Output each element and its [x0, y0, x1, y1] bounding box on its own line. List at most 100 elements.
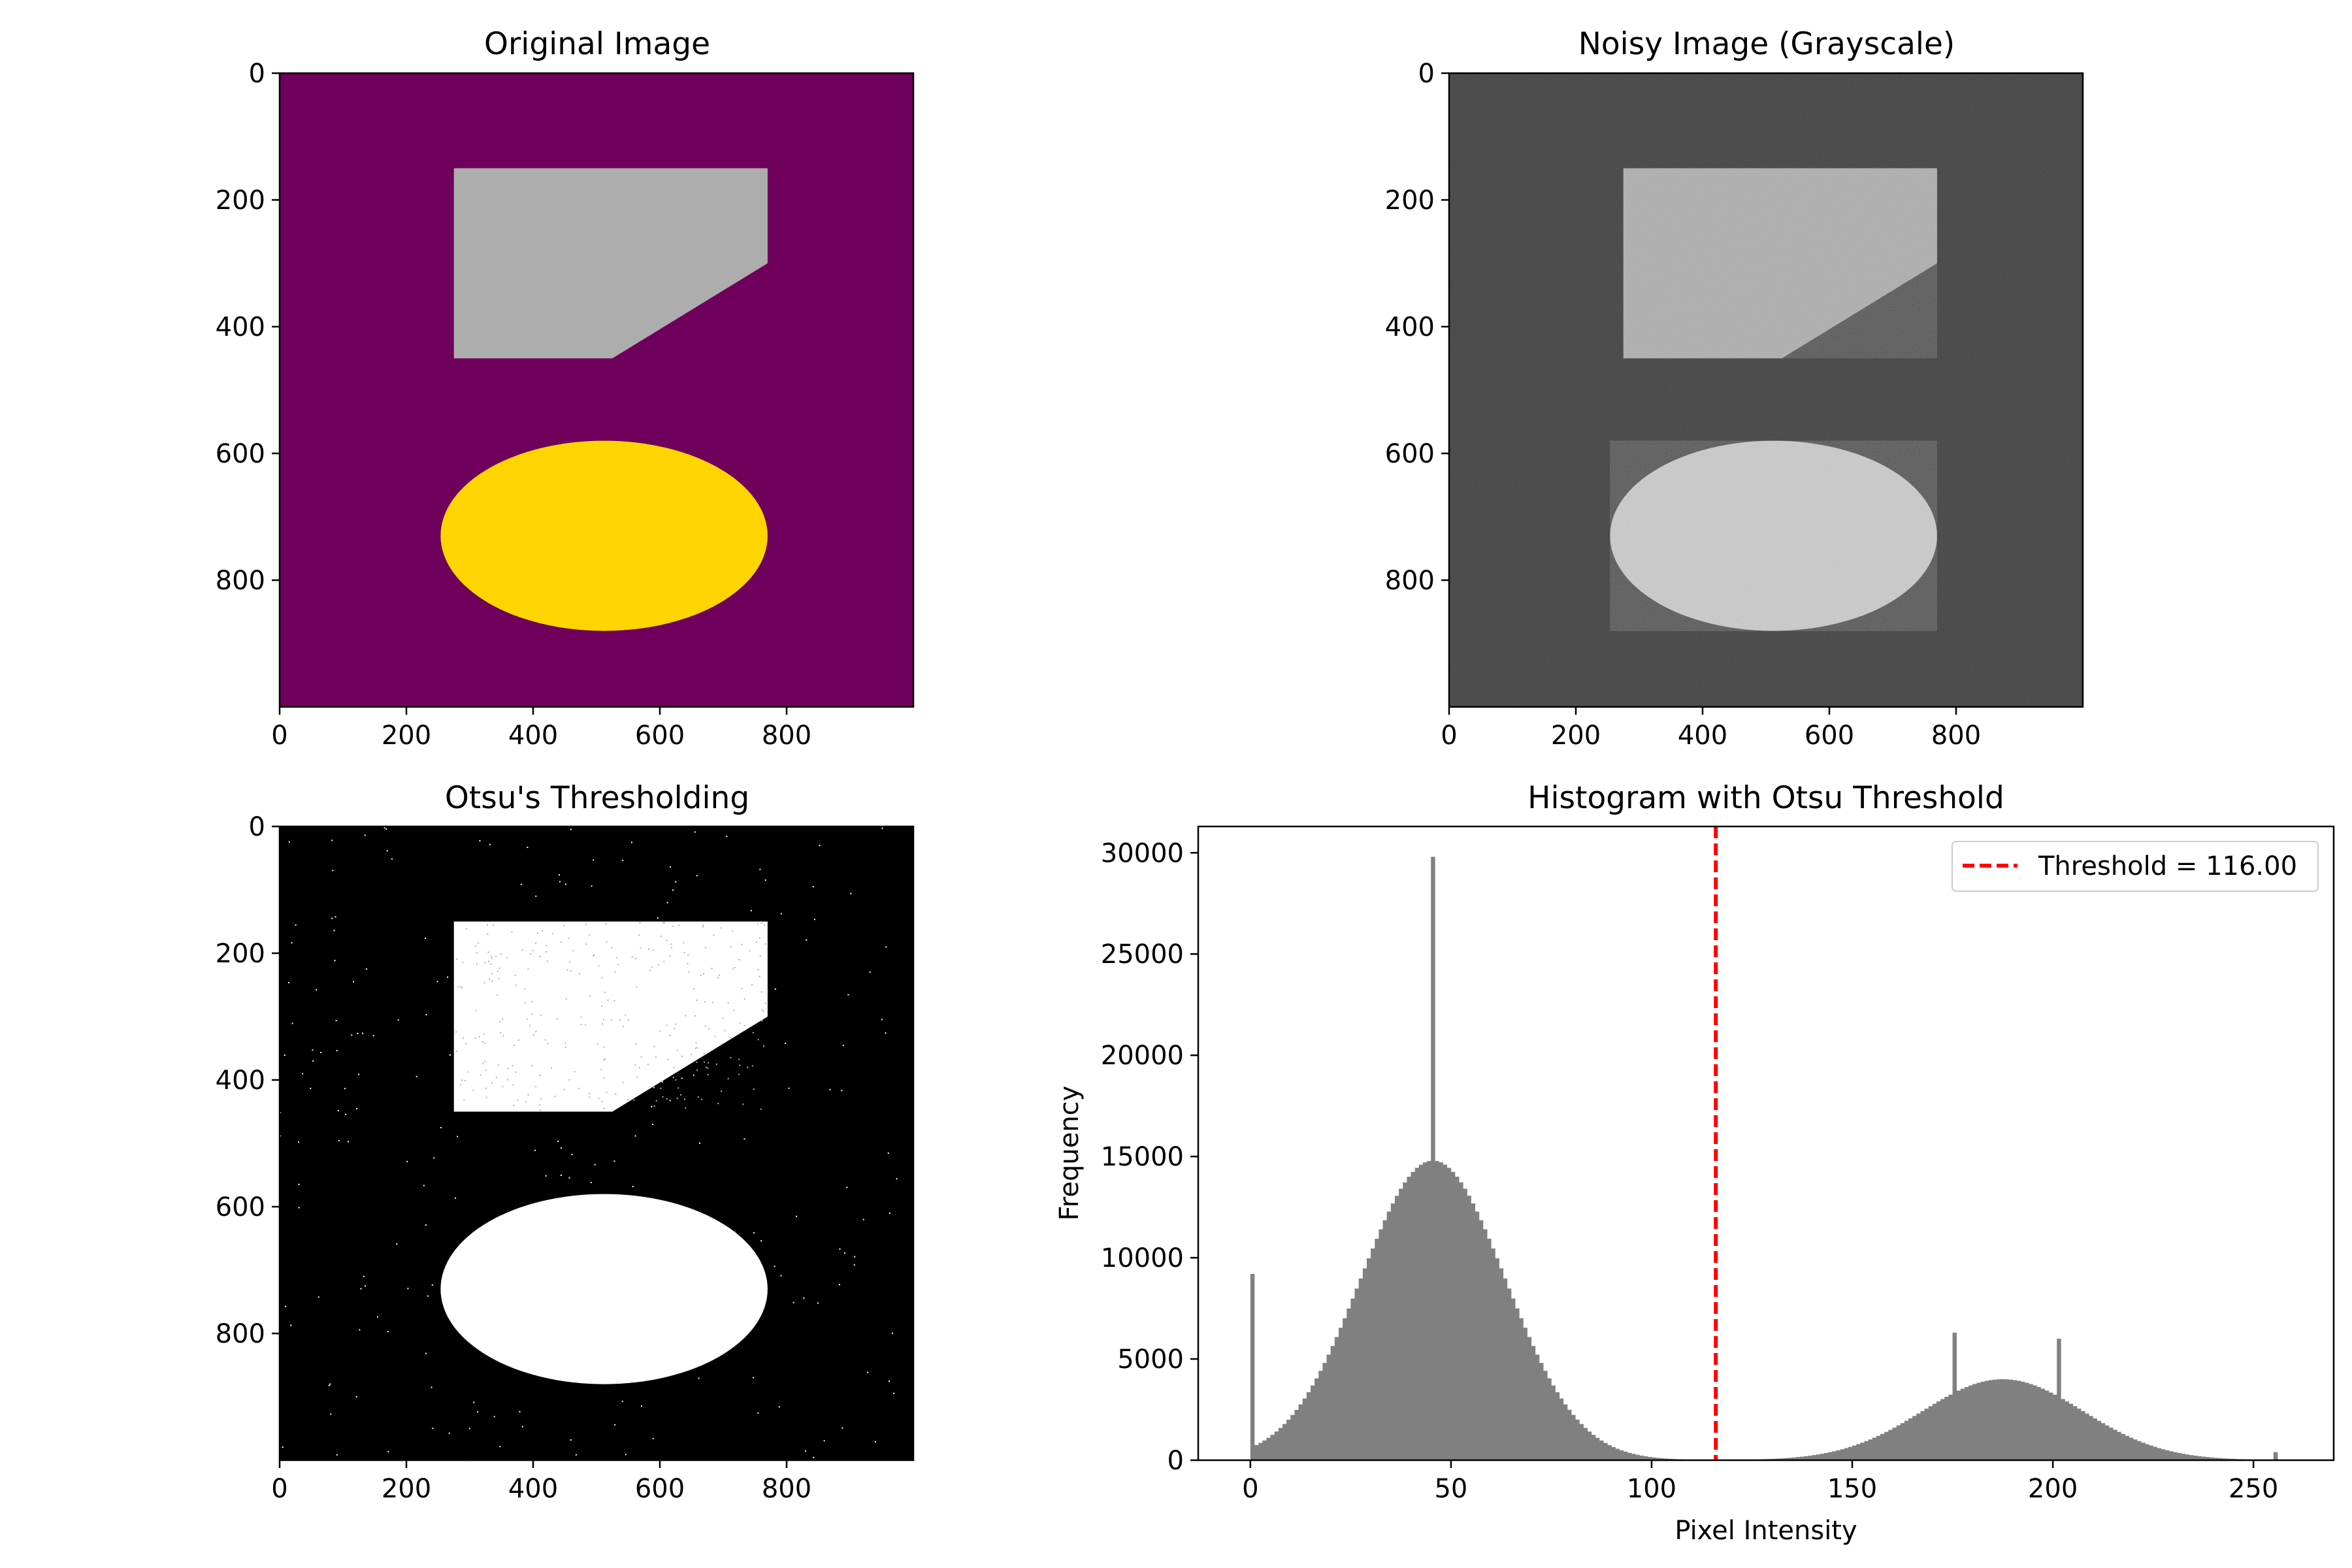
- histogram-bar: [1780, 1458, 1784, 1460]
- histogram-bar: [1483, 1229, 1488, 1460]
- speckle: [499, 1446, 501, 1448]
- speckle: [487, 960, 489, 962]
- speckle: [525, 1002, 527, 1004]
- histogram-bar: [1559, 1398, 1564, 1460]
- speckle: [638, 934, 640, 936]
- speckle: [590, 1181, 592, 1183]
- speckle: [649, 1315, 651, 1316]
- image-frame: [278, 72, 915, 708]
- histogram-bar: [1575, 1419, 1580, 1460]
- speckle: [706, 1013, 708, 1015]
- speckle: [499, 1021, 501, 1022]
- speckle: [500, 953, 502, 955]
- speckle: [523, 988, 525, 990]
- histogram-bar: [1414, 1168, 1420, 1460]
- y-tick-label: 0: [1168, 1446, 1184, 1476]
- speckle: [885, 1032, 887, 1034]
- speckle: [669, 1100, 671, 1102]
- histogram-bar: [1358, 1278, 1364, 1460]
- speckle: [347, 1141, 349, 1143]
- x-tick-label: 800: [762, 721, 811, 751]
- speckle: [578, 1087, 580, 1089]
- speckle: [867, 1371, 869, 1373]
- speckle: [702, 926, 704, 928]
- speckle: [344, 1088, 346, 1090]
- speckle: [467, 1071, 469, 1073]
- speckle: [694, 1015, 696, 1017]
- histogram-bar: [1591, 1435, 1596, 1460]
- speckle: [559, 881, 561, 883]
- speckle: [842, 1045, 844, 1047]
- speckle: [483, 982, 485, 984]
- speckle: [585, 923, 587, 925]
- histogram-bar: [1270, 1435, 1275, 1460]
- speckle: [512, 1084, 514, 1086]
- histogram-bar: [1531, 1346, 1536, 1460]
- speckle: [565, 1047, 567, 1049]
- speckle: [838, 1284, 840, 1286]
- speckle: [483, 927, 485, 929]
- speckle: [385, 828, 387, 830]
- speckle: [535, 1085, 537, 1087]
- speckle: [727, 1266, 728, 1267]
- speckle: [764, 943, 766, 945]
- speckle: [657, 964, 659, 966]
- speckle: [540, 1109, 542, 1111]
- speckle: [386, 850, 388, 852]
- histogram-bar: [2273, 1452, 2278, 1460]
- histogram-bar: [1595, 1437, 1600, 1460]
- speckle: [574, 985, 576, 987]
- speckle: [619, 1019, 621, 1021]
- speckle: [685, 1015, 687, 1017]
- histogram-bar: [1820, 1454, 1825, 1460]
- speckle: [359, 1329, 361, 1331]
- speckle: [353, 981, 355, 983]
- histogram-bar: [1258, 1443, 1263, 1460]
- speckle: [640, 947, 642, 949]
- speckle: [762, 1010, 764, 1012]
- histogram-bar: [1872, 1437, 1877, 1460]
- histogram-bar: [1997, 1379, 2001, 1460]
- speckle: [759, 975, 760, 977]
- speckle: [653, 1046, 655, 1048]
- ellipse-shape: [440, 440, 768, 631]
- speckle: [753, 1232, 755, 1234]
- histogram-bar: [1427, 1161, 1431, 1460]
- speckle: [703, 1061, 705, 1063]
- speckle: [653, 1086, 655, 1088]
- speckle: [896, 1178, 898, 1180]
- speckle: [472, 1089, 474, 1091]
- speckle: [687, 954, 689, 956]
- speckle: [622, 1026, 624, 1028]
- speckle: [568, 1177, 570, 1179]
- speckle: [563, 924, 564, 926]
- y-tick-label: 0: [1418, 59, 1435, 89]
- histogram-bar: [2117, 1431, 2121, 1460]
- speckle: [704, 1001, 706, 1003]
- speckle: [514, 1071, 516, 1073]
- speckle: [617, 964, 619, 966]
- speckle: [631, 956, 633, 958]
- speckle: [360, 1288, 362, 1290]
- histogram-bar: [1515, 1308, 1520, 1460]
- histogram-bar: [1567, 1409, 1572, 1460]
- speckle: [588, 1096, 590, 1098]
- speckle: [600, 1069, 602, 1071]
- histogram-bar: [1784, 1458, 1789, 1460]
- speckle: [652, 1437, 654, 1439]
- speckle: [337, 1109, 339, 1111]
- speckle: [498, 973, 500, 975]
- speckle: [285, 1305, 287, 1307]
- speckle: [521, 1426, 523, 1428]
- speckle: [693, 1074, 694, 1076]
- speckle: [696, 875, 698, 877]
- histogram-bar: [2008, 1379, 2013, 1460]
- y-tick-label: 25000: [1101, 939, 1184, 970]
- speckle: [502, 1048, 504, 1050]
- speckle: [476, 964, 478, 966]
- histogram-bar: [1475, 1211, 1480, 1460]
- speckle: [515, 985, 517, 987]
- speckle: [484, 962, 486, 964]
- histogram-bar: [2048, 1392, 2053, 1460]
